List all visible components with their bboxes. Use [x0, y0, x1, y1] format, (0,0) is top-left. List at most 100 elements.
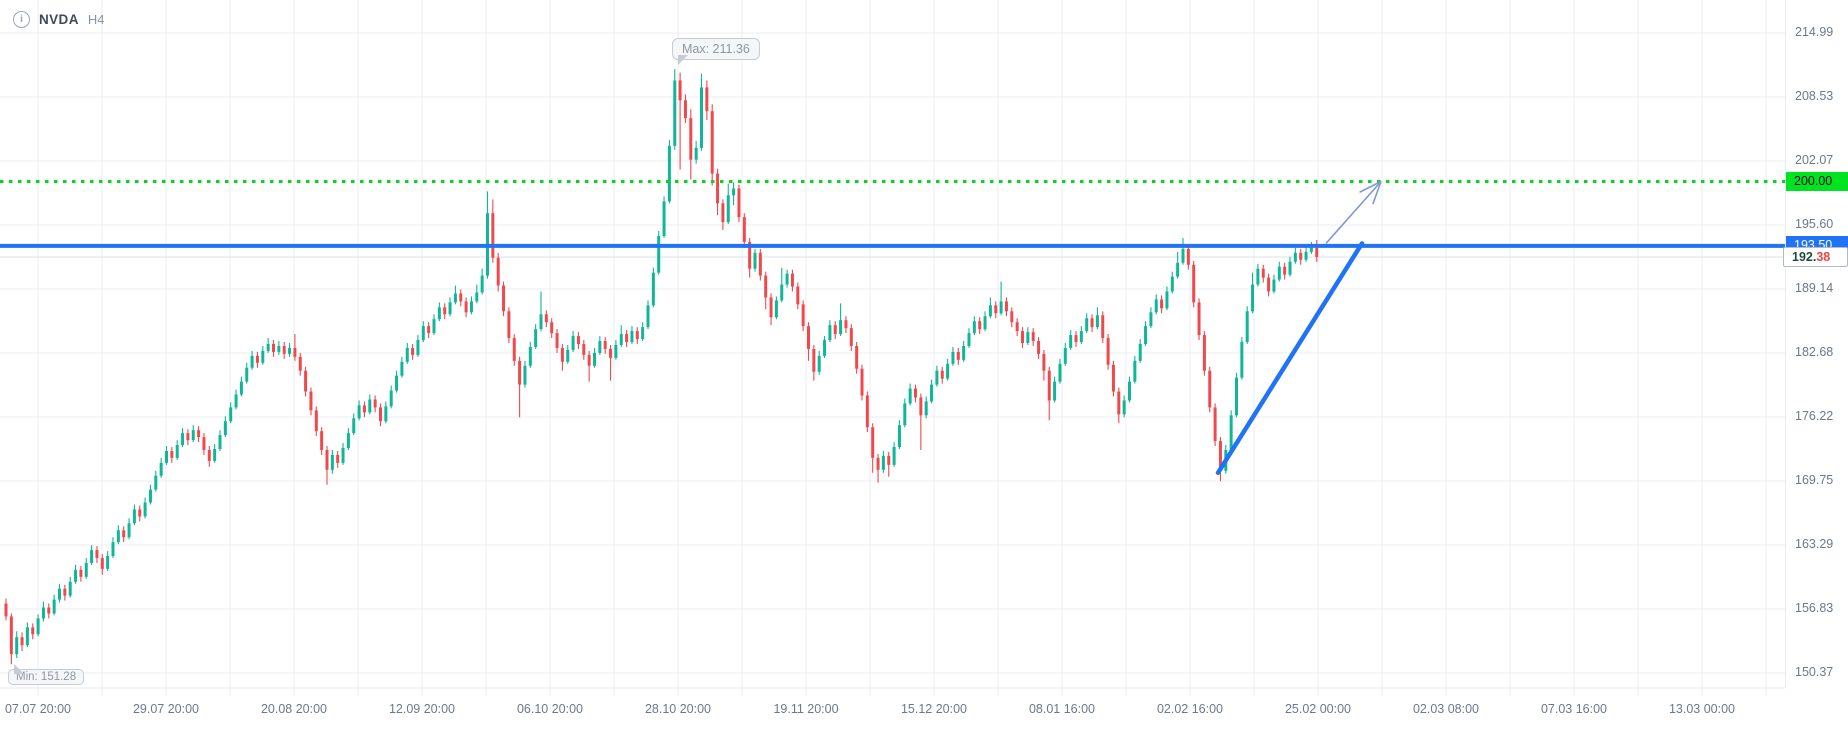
candle-body: [1037, 341, 1041, 354]
candle-body: [774, 300, 778, 318]
time-tick: 15.12 20:00: [900, 702, 968, 716]
candle-body: [437, 307, 441, 320]
timeframe-label[interactable]: H4: [87, 12, 105, 27]
candle-body: [357, 405, 361, 419]
candle-body: [31, 627, 35, 635]
candle-body: [908, 388, 912, 404]
projection-arrow[interactable]: [1325, 180, 1382, 244]
candle-body: [1251, 284, 1255, 312]
candle-body: [245, 367, 249, 382]
price-tick: 156.83: [1795, 601, 1834, 616]
min-price-tooltip: Min: 151.28: [8, 664, 85, 685]
candle-body: [694, 147, 698, 160]
candle-body: [1261, 268, 1265, 278]
price-tick: 214.99: [1795, 25, 1834, 39]
time-tick: 25.02 00:00: [1284, 702, 1352, 716]
candle-body: [967, 333, 971, 346]
candle-body: [288, 347, 292, 354]
candle-body: [1165, 291, 1169, 309]
candle-body: [277, 345, 281, 352]
candle-body: [325, 449, 329, 470]
candle-body: [432, 319, 436, 334]
candle-body: [84, 562, 88, 577]
candle-body: [935, 370, 939, 385]
candle-body: [116, 530, 120, 543]
candle-body: [127, 523, 131, 538]
candle-body: [667, 145, 671, 202]
candle-body: [881, 455, 885, 470]
candle-body: [603, 341, 607, 349]
candle-body: [63, 588, 67, 596]
candle-body: [1031, 332, 1035, 342]
candle-body: [427, 326, 431, 334]
candle-body: [502, 285, 506, 312]
time-tick: 06.10 20:00: [516, 702, 584, 716]
candle-body: [239, 381, 243, 395]
candle-body: [528, 346, 532, 366]
candle-body: [651, 272, 655, 306]
candle-body: [635, 331, 639, 340]
candle-body: [566, 349, 570, 362]
candle-body: [314, 410, 318, 432]
candle-body: [138, 509, 142, 517]
candle-body: [1090, 318, 1094, 328]
candle-body: [1288, 261, 1292, 275]
candle-body: [1315, 247, 1319, 257]
price-tick: 163.29: [1795, 537, 1834, 552]
candle-body: [41, 607, 45, 619]
candle-body: [90, 550, 94, 563]
candle-body: [544, 314, 548, 323]
candle-body: [197, 430, 201, 438]
trendline[interactable]: [1215, 241, 1365, 476]
candle-body: [534, 329, 538, 347]
candle-body: [320, 431, 324, 450]
candle-body: [956, 351, 960, 360]
candle-body: [555, 333, 559, 348]
candle-body: [1042, 353, 1046, 371]
candle-body: [598, 341, 602, 353]
candle-body: [844, 320, 848, 329]
candle-body: [122, 530, 126, 538]
candle-body: [181, 433, 185, 446]
info-icon[interactable]: i: [13, 11, 30, 28]
candle-body: [4, 603, 8, 617]
candle-body: [839, 320, 843, 335]
candle-body: [272, 343, 275, 352]
candle-body: [1160, 299, 1164, 309]
candle-body: [550, 322, 554, 334]
candle-body: [58, 588, 61, 600]
candle-body: [919, 397, 923, 416]
price-axis[interactable]: 193.50 192.38 200.00 214.99 208.53 202.07 1…: [1783, 0, 1848, 688]
candle-body: [9, 616, 13, 655]
candle-body: [897, 425, 901, 448]
candle-body: [389, 390, 393, 407]
symbol-name[interactable]: NVDA: [39, 12, 79, 27]
candle-body: [630, 331, 634, 343]
candle-body: [560, 347, 564, 362]
candle-body: [469, 301, 473, 313]
candle-body: [170, 450, 174, 458]
candle-body: [1176, 262, 1180, 277]
candle-body: [742, 217, 746, 242]
candle-body: [1235, 377, 1238, 416]
candle-body: [1299, 252, 1303, 260]
candle-body: [261, 350, 265, 363]
candle-body: [491, 213, 495, 258]
candle-body: [1229, 415, 1233, 450]
candle-body: [336, 454, 340, 463]
candle-body: [1101, 315, 1105, 339]
candle-body: [143, 502, 147, 517]
candles[interactable]: [4, 68, 1319, 665]
candle-body: [700, 87, 703, 148]
candle-body: [346, 433, 350, 449]
candle-body: [1058, 363, 1062, 382]
time-tick: 02.03 08:00: [1412, 702, 1480, 716]
candle-body: [448, 302, 452, 315]
candle-body: [833, 325, 837, 335]
candle-body: [710, 111, 714, 174]
candle-body: [298, 356, 302, 371]
candle-body: [748, 241, 752, 269]
time-axis[interactable]: 07.07 20:00 29.07 20:00 20.08 20:00 12.09 2…: [0, 688, 1786, 729]
